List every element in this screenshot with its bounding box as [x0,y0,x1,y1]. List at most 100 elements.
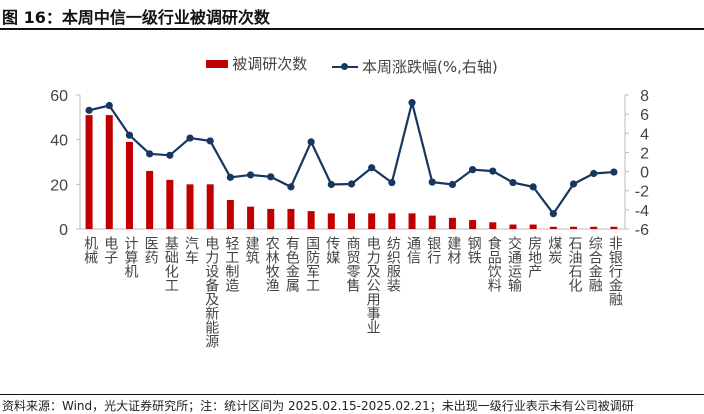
line-point-通信 [408,99,416,107]
bar-建筑 [247,206,255,229]
chart-title: 图 16：本周中信一级行业被调研次数 [2,8,270,27]
line-point-银行 [428,178,436,186]
legend-label: 本周涨跌幅(%,右轴) [362,58,498,76]
source-note: 资料来源：Wind，光大证券研究所；注：统计区间为 2025.02.15-202… [2,399,634,413]
line-point-汽车 [186,134,194,142]
left-tick-label: 0 [59,222,68,239]
line-point-商贸零售 [347,180,356,188]
right-tick-label: 8 [640,88,649,105]
line-point-纺织服装 [388,178,396,187]
x-tick-label: 计算机 [122,236,139,278]
bar-国防军工 [307,211,315,229]
bar-银行 [428,215,436,229]
line-point-传媒 [327,180,335,189]
x-tick-label: 钢铁 [465,236,482,264]
line-point-计算机 [125,131,134,139]
x-tick-label: 汽车 [183,236,199,264]
line-point-食品饮料 [489,167,497,175]
x-tick-label: 建材 [445,236,462,264]
bar-机械 [85,115,93,229]
bar-电子 [105,115,113,229]
x-tick-label: 电子 [102,236,119,264]
bar-电力设备及新能源 [206,184,214,229]
bar-建材 [448,217,456,229]
x-tick-label: 非银行金融 [606,236,623,306]
legend-bar-swatch [206,59,229,68]
bar-食品饮料 [489,222,497,229]
line-point-石油石化 [569,180,578,188]
bar-计算机 [125,141,133,229]
bar-传媒 [327,213,335,229]
x-tick-label: 交通运输 [505,236,522,292]
x-tick-label: 综合金融 [586,236,603,292]
x-tick-label: 基础化工 [162,236,179,292]
bar-通信 [408,213,416,229]
bar-非银行金融 [610,226,618,229]
legend-item-bar: 被调研次数 [206,53,307,74]
line-point-钢铁 [469,166,477,174]
line-point-煤炭 [549,210,557,218]
bar-石油石化 [570,226,578,229]
bar-煤炭 [549,226,557,229]
line-point-综合金融 [590,169,598,178]
x-tick-label: 轻工制造 [223,236,240,292]
left-tick-label: 40 [50,133,68,150]
line-point-机械 [85,106,93,114]
bar-交通运输 [509,224,517,229]
x-tick-label: 通信 [405,236,422,264]
x-tick-label: 房地产 [526,236,543,278]
x-tick-label: 纺织服装 [384,236,401,292]
bar-有色金属 [287,208,295,229]
line-point-农林牧渔 [267,173,275,181]
legend: 被调研次数 本周涨跌幅(%,右轴) [0,53,704,77]
title-divider [0,28,704,30]
bar-汽车 [186,184,194,229]
line-point-房地产 [529,183,537,191]
bar-电力及公用事业 [368,213,376,229]
line-point-电子 [105,101,113,110]
right-tick-label: 2 [640,145,649,162]
x-tick-label: 石油石化 [566,236,583,292]
line-point-有色金属 [287,183,295,191]
bar-医药 [146,170,154,229]
x-tick-label: 煤炭 [546,236,563,264]
right-tick-label: -6 [635,222,649,239]
x-tick-label: 商贸零售 [344,236,361,292]
bar-轻工制造 [226,199,234,229]
x-tick-label: 电力及公用事业 [364,236,381,334]
x-tick-label: 银行 [425,236,442,264]
line-point-电力及公用事业 [368,164,376,172]
line-point-基础化工 [166,151,174,159]
line-point-国防军工 [307,138,315,146]
line-point-建材 [448,180,457,189]
line-point-轻工制造 [226,173,234,181]
x-tick-label: 农林牧渔 [263,236,280,292]
left-tick-label: 60 [50,88,68,105]
right-tick-label: -2 [635,184,649,201]
right-tick-label: 6 [640,107,649,124]
x-tick-label: 建筑 [243,236,260,264]
line-point-电力设备及新能源 [206,137,214,145]
bar-农林牧渔 [267,208,275,229]
legend-label: 被调研次数 [232,55,308,73]
footer-divider [0,394,704,395]
x-tick-label: 机械 [82,236,99,264]
x-tick-label: 国防军工 [304,236,321,292]
bar-商贸零售 [347,213,355,229]
line-point-非银行金融 [610,168,618,176]
bar-综合金融 [590,226,598,229]
line-point-建筑 [246,171,255,179]
x-tick-label: 医药 [142,236,159,264]
right-tick-label: -4 [635,203,649,220]
legend-line-swatch [332,62,359,70]
bar-纺织服装 [388,213,396,229]
x-tick-label: 有色金属 [283,236,300,292]
x-tick-label: 传媒 [324,236,341,264]
left-tick-label: 20 [50,177,68,194]
line-point-医药 [146,150,154,158]
bar-钢铁 [469,220,477,229]
legend-item-line: 本周涨跌幅(%,右轴) [332,56,498,77]
line-point-交通运输 [509,178,517,187]
right-tick-label: 0 [640,165,649,182]
